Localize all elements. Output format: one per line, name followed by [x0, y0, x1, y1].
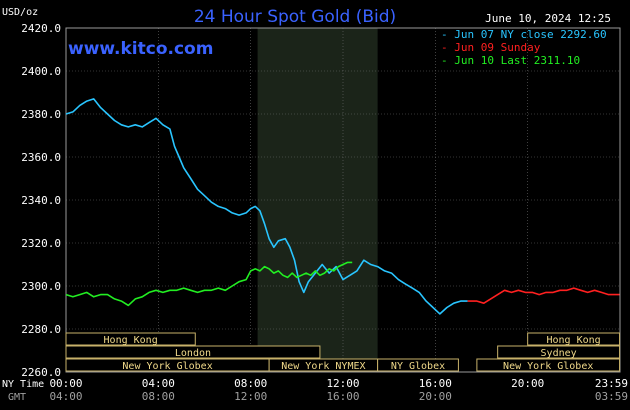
x-tick-label-ny: 23:59 — [595, 377, 628, 390]
watermark-url: www.kitco.com — [68, 39, 213, 59]
session-label: Hong Kong — [104, 335, 158, 346]
x-axis-gmt-label: GMT — [8, 392, 26, 403]
x-tick-label-gmt: 16:00 — [326, 390, 359, 403]
x-tick-label-ny: 00:00 — [49, 377, 82, 390]
session-label: New York NYMEX — [281, 361, 365, 372]
y-tick-label: 2400.0 — [21, 65, 61, 78]
session-bar — [377, 358, 459, 372]
session-bar — [497, 345, 621, 359]
x-tick-label-ny: 16:00 — [419, 377, 452, 390]
session-bar — [476, 358, 621, 372]
session-label: New York Globex — [503, 361, 593, 372]
nymex-session-shade — [257, 28, 378, 372]
market-sessions: Hong Kong London New York Globex New York N… — [65, 332, 621, 372]
price-series — [65, 98, 620, 315]
series-line — [65, 98, 468, 315]
y-tick-label: 2260.0 — [21, 366, 61, 379]
series-line — [467, 287, 620, 305]
y-tick-label: 2360.0 — [21, 151, 61, 164]
y-tick-label: 2420.0 — [21, 22, 61, 35]
y-tick-label: 2300.0 — [21, 280, 61, 293]
x-tick-label-ny: 20:00 — [511, 377, 544, 390]
x-tick-label-ny: 12:00 — [326, 377, 359, 390]
x-tick-label-ny: 04:00 — [142, 377, 175, 390]
date-label: June 10, 2024 12:25 — [485, 12, 611, 25]
plot-frame — [65, 27, 621, 373]
session-bar — [65, 345, 321, 359]
legend-entry: - Jun 10 Last 2311.10 — [441, 54, 580, 67]
series-line — [65, 261, 353, 307]
session-label: Sydney — [541, 348, 577, 359]
y-tick-label: 2380.0 — [21, 108, 61, 121]
session-label: London — [175, 348, 211, 359]
session-label: NY Globex — [391, 361, 445, 372]
x-axis-ny-time-label: NY Time — [2, 379, 44, 390]
x-tick-label-gmt: 04:00 — [49, 390, 82, 403]
y-tick-label: 2280.0 — [21, 323, 61, 336]
x-tick-label-gmt: 03:59 — [595, 390, 628, 403]
chart-title: 24 Hour Spot Gold (Bid) — [194, 7, 396, 27]
x-tick-label-ny: 08:00 — [234, 377, 267, 390]
x-tick-label-gmt: 08:00 — [142, 390, 175, 403]
y-axis-ticks: 2260.0 2280.0 2300.0 2320.0 2340.0 2360.0 2380… — [21, 22, 61, 379]
x-axis-ticks: NY Time GMT 00:0004:0004:0008:0008:0012:… — [2, 377, 628, 403]
session-bar — [527, 332, 621, 346]
session-label: Hong Kong — [547, 335, 601, 346]
y-axis-unit-label: USD/oz — [2, 7, 38, 18]
legend: - Jun 07 NY close 2292.60- Jun 09 Sunday… — [441, 28, 607, 67]
session-label: New York Globex — [122, 361, 212, 372]
session-bar — [65, 332, 196, 346]
legend-entry: - Jun 07 NY close 2292.60 — [441, 28, 607, 41]
x-tick-label-gmt: 12:00 — [234, 390, 267, 403]
y-tick-label: 2340.0 — [21, 194, 61, 207]
legend-entry: - Jun 09 Sunday — [441, 41, 541, 54]
x-tick-label-gmt: 20:00 — [419, 390, 452, 403]
y-tick-label: 2320.0 — [21, 237, 61, 250]
